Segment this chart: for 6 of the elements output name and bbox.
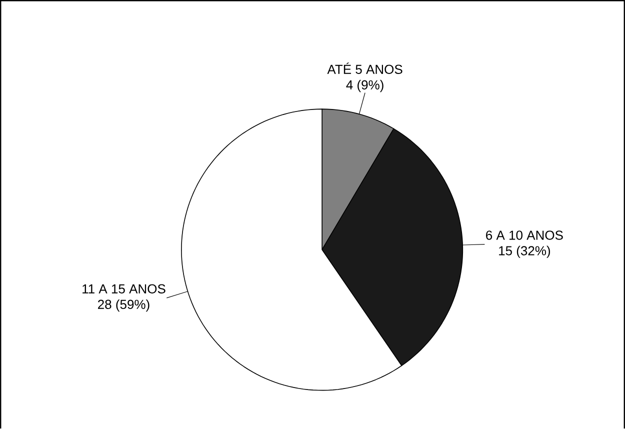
slice-label: 11 A 15 ANOS xyxy=(82,284,166,294)
slice-label: 6 A 10 ANOS xyxy=(486,230,563,240)
data-label: 15 (32%) xyxy=(499,246,550,258)
data-label: 4 (9%) xyxy=(346,80,384,92)
data-label: 28 (59%) xyxy=(98,299,150,312)
slice-label: ATÉ 5 ANOS xyxy=(327,62,402,74)
